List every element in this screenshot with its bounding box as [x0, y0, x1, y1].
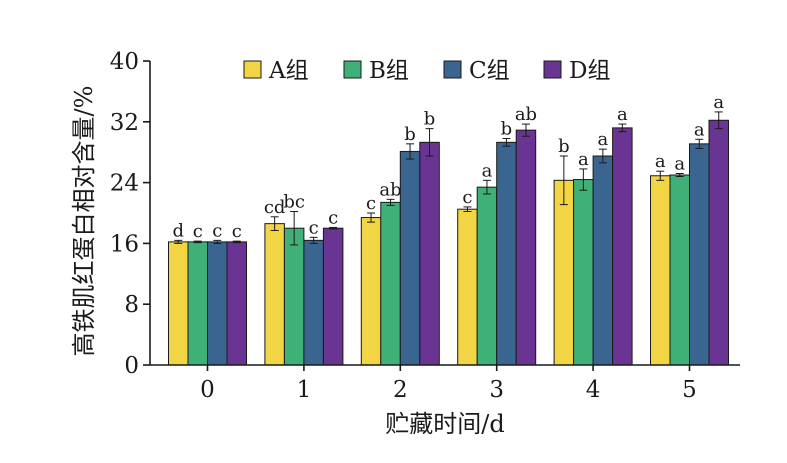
legend-label-B组: B组: [369, 58, 409, 84]
x-tick-label: 1: [297, 377, 312, 403]
legend-label-D组: D组: [569, 58, 610, 84]
significance-label: a: [482, 160, 493, 181]
bar-A组-4: [553, 179, 575, 366]
significance-label: d: [172, 220, 184, 241]
legend-swatch-C组: [443, 60, 462, 79]
legend: A组 B组 C组 D组: [243, 58, 610, 84]
bar-B组-0: [187, 241, 208, 366]
significance-label: a: [578, 149, 589, 170]
legend-swatch-A组: [243, 60, 262, 79]
significance-label: c: [328, 207, 338, 228]
bar-B组-2: [380, 201, 401, 366]
legend-swatch-D组: [543, 60, 562, 79]
bar-A组-3: [457, 208, 478, 366]
y-ticks-layer: 0 8 16 24 32 40: [110, 49, 150, 379]
x-axis-title: 贮藏时间/d: [385, 410, 504, 438]
legend-label-A组: A组: [268, 58, 309, 84]
significance-label: a: [655, 151, 666, 172]
x-tick-label: 5: [682, 377, 697, 403]
y-tick-label: 0: [124, 353, 139, 379]
bar-A组-5: [650, 175, 671, 366]
bar-C组-2: [399, 150, 421, 366]
significance-label: c: [309, 217, 319, 238]
bar-C组-5: [689, 143, 710, 366]
significance-label: a: [713, 92, 724, 113]
significance-label: c: [462, 187, 472, 208]
bar-D组-1: [322, 227, 344, 366]
significance-label: a: [617, 104, 628, 125]
significance-label: b: [558, 136, 570, 157]
bar-C组-3: [496, 141, 517, 366]
legend-label-C组: C组: [469, 58, 510, 84]
significance-label: c: [193, 221, 203, 242]
significance-label: ab: [379, 179, 401, 200]
bar-D组-3: [515, 129, 537, 366]
axes-layer: [149, 61, 740, 366]
bar-C组-1: [303, 239, 324, 366]
y-tick-label: 40: [110, 49, 139, 75]
y-tick-label: 16: [110, 231, 139, 257]
bar-D组-0: [226, 241, 247, 366]
x-ticks-layer: 0 1 2 3 4 5: [200, 365, 697, 403]
y-tick-label: 24: [110, 171, 139, 197]
bar-B组-4: [573, 179, 594, 366]
x-tick-label: 3: [489, 377, 504, 403]
x-tick-label: 0: [200, 377, 215, 403]
bar-A组-2: [360, 217, 382, 366]
significance-label: c: [366, 193, 376, 214]
x-tick-label: 2: [393, 377, 408, 403]
bar-C组-0: [207, 241, 228, 366]
bar-D组-2: [419, 141, 440, 366]
significance-label: b: [404, 124, 416, 145]
significance-label: a: [597, 129, 608, 150]
bars-layer: [168, 119, 729, 366]
bar-B组-1: [283, 227, 305, 366]
significance-label: b: [424, 109, 436, 130]
significance-label: c: [232, 221, 242, 242]
bar-C组-4: [592, 155, 614, 366]
bar-D组-5: [708, 119, 729, 366]
significance-label: a: [674, 153, 685, 174]
error-bars-layer: [174, 111, 723, 246]
y-tick-label: 8: [124, 292, 139, 318]
significance-label: c: [212, 220, 222, 241]
legend-swatch-B组: [343, 60, 362, 79]
significance-label: b: [501, 119, 513, 140]
significance-label: cd: [264, 197, 286, 218]
bar-A组-1: [264, 223, 285, 366]
significance-label: bc: [283, 191, 305, 212]
bar-D组-4: [612, 127, 633, 366]
x-tick-label: 4: [586, 377, 601, 403]
bar-B组-3: [476, 186, 498, 366]
bar-A组-0: [168, 241, 189, 366]
y-tick-label: 32: [110, 110, 139, 136]
significance-label: a: [694, 119, 705, 140]
y-axis-title: 高铁肌红蛋白相对含量/%: [70, 86, 98, 357]
bar-B组-5: [669, 174, 690, 366]
significance-label: ab: [515, 104, 537, 125]
